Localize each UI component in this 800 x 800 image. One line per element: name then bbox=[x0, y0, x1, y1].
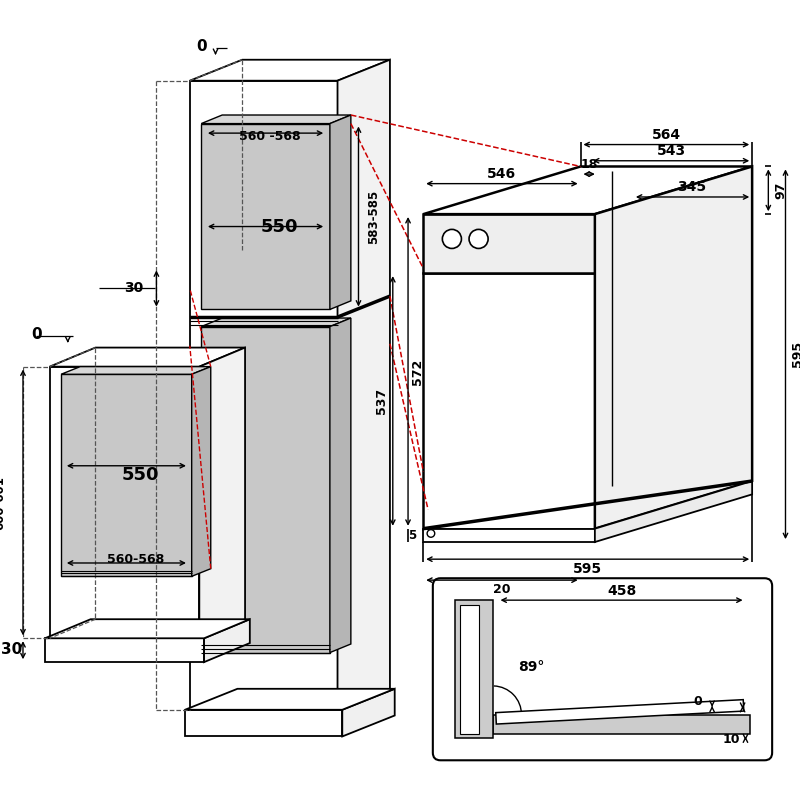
Polygon shape bbox=[330, 318, 351, 653]
Circle shape bbox=[469, 230, 488, 249]
Circle shape bbox=[442, 230, 462, 249]
Text: 595: 595 bbox=[573, 562, 602, 576]
Text: 458: 458 bbox=[607, 584, 636, 598]
Text: 550: 550 bbox=[122, 466, 159, 484]
Text: 560-568: 560-568 bbox=[107, 553, 164, 566]
Polygon shape bbox=[423, 214, 595, 274]
Polygon shape bbox=[185, 689, 394, 710]
Polygon shape bbox=[595, 166, 752, 529]
Polygon shape bbox=[204, 619, 250, 662]
Polygon shape bbox=[454, 600, 493, 738]
Circle shape bbox=[427, 530, 434, 538]
Text: 30: 30 bbox=[1, 642, 22, 658]
Text: 550: 550 bbox=[261, 218, 298, 235]
Polygon shape bbox=[342, 689, 394, 737]
Text: 345: 345 bbox=[678, 181, 706, 194]
Polygon shape bbox=[199, 347, 245, 638]
Polygon shape bbox=[45, 619, 250, 638]
Polygon shape bbox=[202, 326, 330, 653]
Text: 572: 572 bbox=[411, 358, 424, 385]
Polygon shape bbox=[190, 81, 338, 710]
Polygon shape bbox=[459, 605, 478, 734]
Polygon shape bbox=[61, 374, 192, 576]
Text: 10: 10 bbox=[722, 733, 740, 746]
Text: 18: 18 bbox=[581, 158, 598, 171]
Text: 583-585: 583-585 bbox=[367, 190, 380, 244]
Polygon shape bbox=[45, 638, 204, 662]
Polygon shape bbox=[202, 318, 351, 326]
Polygon shape bbox=[50, 347, 245, 366]
Polygon shape bbox=[496, 700, 744, 724]
Text: 97: 97 bbox=[774, 182, 787, 199]
Polygon shape bbox=[50, 366, 199, 638]
Polygon shape bbox=[190, 60, 390, 81]
Text: 595: 595 bbox=[791, 341, 800, 367]
Polygon shape bbox=[595, 481, 752, 542]
Polygon shape bbox=[202, 123, 330, 310]
Text: 89°: 89° bbox=[518, 660, 544, 674]
Polygon shape bbox=[423, 166, 752, 214]
Text: 5: 5 bbox=[408, 529, 416, 542]
Polygon shape bbox=[423, 529, 595, 542]
FancyBboxPatch shape bbox=[433, 578, 772, 760]
Polygon shape bbox=[338, 60, 390, 710]
Text: 564: 564 bbox=[652, 128, 681, 142]
Polygon shape bbox=[202, 115, 351, 123]
Text: 0: 0 bbox=[196, 39, 206, 54]
Text: 600-601: 600-601 bbox=[0, 476, 6, 530]
Text: 20: 20 bbox=[493, 583, 510, 596]
Polygon shape bbox=[61, 366, 210, 374]
Polygon shape bbox=[330, 115, 351, 310]
Polygon shape bbox=[423, 274, 595, 529]
Text: 0: 0 bbox=[694, 694, 702, 708]
Text: 0: 0 bbox=[31, 326, 42, 342]
Polygon shape bbox=[185, 710, 342, 737]
Text: 30: 30 bbox=[124, 282, 143, 295]
Text: 537: 537 bbox=[375, 388, 388, 414]
Polygon shape bbox=[493, 714, 750, 734]
Polygon shape bbox=[192, 366, 210, 576]
Text: 543: 543 bbox=[657, 144, 686, 158]
Text: 546: 546 bbox=[487, 167, 516, 181]
Text: 560 -568: 560 -568 bbox=[239, 130, 301, 143]
